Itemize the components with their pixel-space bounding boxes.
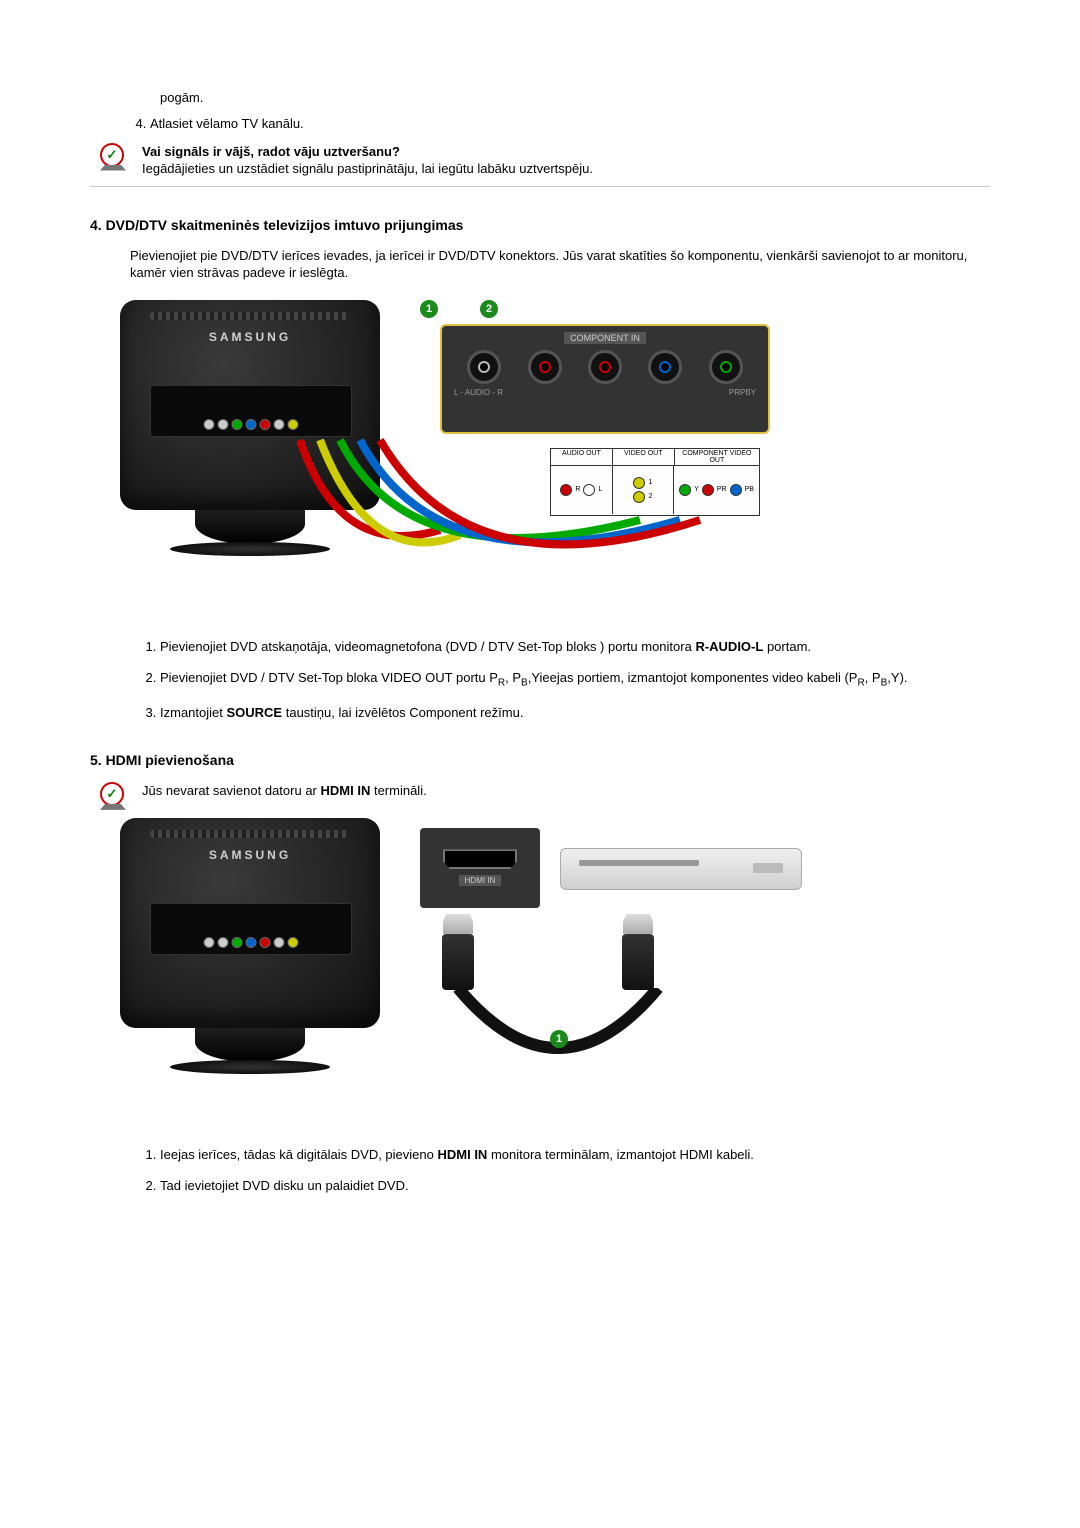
- hdmi-in-label: HDMI IN: [459, 875, 502, 886]
- jack-audio-l: [467, 350, 501, 384]
- figure-badge-1: 1: [420, 300, 438, 318]
- sublabel-audio: L - AUDIO - R: [454, 388, 729, 397]
- s4s2-d: , P: [865, 670, 881, 685]
- sublabel-pr: PR: [729, 388, 740, 397]
- video-1: 1: [648, 479, 652, 486]
- prev-step-4: Atlasiet vēlamo TV kanālu.: [150, 115, 990, 133]
- s4s3-post: taustiņu, lai izvēlētos Component režīmu…: [282, 705, 523, 720]
- jack-pr: [588, 350, 622, 384]
- hdmi-plug-left: [440, 914, 476, 994]
- src-hdr-audio: AUDIO OUT: [551, 449, 613, 465]
- note-hdmi: ✓ Jūs nevarat savienot datoru ar HDMI IN…: [100, 782, 990, 810]
- figure-badge-2: 2: [480, 300, 498, 318]
- jack-audio-r: [528, 350, 562, 384]
- s5-note-post: termināli.: [370, 783, 426, 798]
- hdmi-port-closeup: HDMI IN: [420, 828, 540, 908]
- sec4-step-2: Pievienojiet DVD / DTV Set-Top bloka VID…: [160, 669, 990, 690]
- prev-page-trail: pogām.: [160, 90, 990, 105]
- hdmi-plug-right: [620, 914, 656, 994]
- prev-steps-list: Atlasiet vēlamo TV kanālu.: [90, 115, 990, 133]
- audio-l: L: [598, 486, 602, 493]
- comp-pb: PB: [745, 486, 754, 493]
- s4s2-sub3: R: [857, 678, 864, 689]
- sublabel-pb: PB: [740, 388, 751, 397]
- s4s2-sub2: B: [521, 678, 528, 689]
- note-weak-signal: ✓ Vai signāls ir vājš, radot vāju uztver…: [100, 143, 990, 178]
- sec5-step-2: Tad ievietojiet DVD disku un palaidiet D…: [160, 1177, 990, 1195]
- audio-r: R: [575, 486, 580, 493]
- sec4-step-1: Pievienojiet DVD atskaņotāja, videomagne…: [160, 638, 990, 656]
- s4s2-a: Pievienojiet DVD / DTV Set-Top bloka VID…: [160, 670, 498, 685]
- figure-hdmi: SAMSUNG HDMI IN: [120, 818, 990, 1118]
- s4s2-c: ,Yieejas portiem, izmantojot komponentes…: [528, 670, 858, 685]
- hdmi-badge-1: 1: [550, 1030, 568, 1048]
- note-check-icon: ✓: [100, 782, 128, 810]
- separator: [90, 186, 990, 187]
- video-2: 2: [648, 493, 652, 500]
- section-5-heading: 5. HDMI pievienošana: [90, 752, 990, 768]
- section-4-heading: 4. DVD/DTV skaitmeninės televizijos imtu…: [90, 217, 990, 233]
- s5s1-bold: HDMI IN: [437, 1147, 487, 1162]
- s5s1-pre: Ieejas ierīces, tādas kā digitālais DVD,…: [160, 1147, 437, 1162]
- src-hdr-video: VIDEO OUT: [613, 449, 675, 465]
- s4s1-bold: R-AUDIO-L: [695, 639, 763, 654]
- s4s2-e: ,Y).: [887, 670, 907, 685]
- s5-note-bold: HDMI IN: [321, 783, 371, 798]
- note-answer: Iegādājieties un uzstādiet signālu pasti…: [142, 161, 593, 176]
- monitor-brand-2: SAMSUNG: [120, 848, 380, 862]
- sec5-step-1: Ieejas ierīces, tādas kā digitālais DVD,…: [160, 1146, 990, 1164]
- section-5-steps: Ieejas ierīces, tādas kā digitālais DVD,…: [90, 1146, 990, 1195]
- comp-y: Y: [694, 486, 699, 493]
- s5s2-pre: Tad ievietojiet DVD disku un palaidiet D…: [160, 1178, 409, 1193]
- s5s1-post: monitora terminālam, izmantojot HDMI kab…: [487, 1147, 754, 1162]
- dvd-player-icon: [560, 848, 802, 890]
- s4s3-bold: SOURCE: [226, 705, 282, 720]
- comp-pr: PR: [717, 486, 727, 493]
- note-question: Vai signāls ir vājš, radot vāju uztverša…: [142, 144, 400, 159]
- monitor-brand: SAMSUNG: [120, 330, 380, 344]
- s4s1-post: portam.: [763, 639, 811, 654]
- jack-pb: [648, 350, 682, 384]
- s4s1-pre: Pievienojiet DVD atskaņotāja, videomagne…: [160, 639, 695, 654]
- component-in-label: COMPONENT IN: [564, 332, 646, 344]
- source-output-box: AUDIO OUT VIDEO OUT COMPONENT VIDEO OUT …: [550, 448, 760, 516]
- hdmi-slot-icon: [443, 849, 517, 869]
- section-4-desc: Pievienojiet pie DVD/DTV ierīces ievades…: [130, 247, 990, 282]
- note-check-icon: ✓: [100, 143, 128, 171]
- s4s2-b: , P: [505, 670, 521, 685]
- section-4-steps: Pievienojiet DVD atskaņotāja, videomagne…: [90, 638, 990, 722]
- jack-y: [709, 350, 743, 384]
- sublabel-y: Y: [751, 388, 756, 397]
- s5-note-pre: Jūs nevarat savienot datoru ar: [142, 783, 321, 798]
- s4s3-pre: Izmantojiet: [160, 705, 226, 720]
- sec4-step-3: Izmantojiet SOURCE taustiņu, lai izvēlēt…: [160, 704, 990, 722]
- figure-component: SAMSUNG 1 2 COMPONENT IN: [120, 300, 990, 610]
- src-hdr-component: COMPONENT VIDEO OUT: [675, 449, 759, 465]
